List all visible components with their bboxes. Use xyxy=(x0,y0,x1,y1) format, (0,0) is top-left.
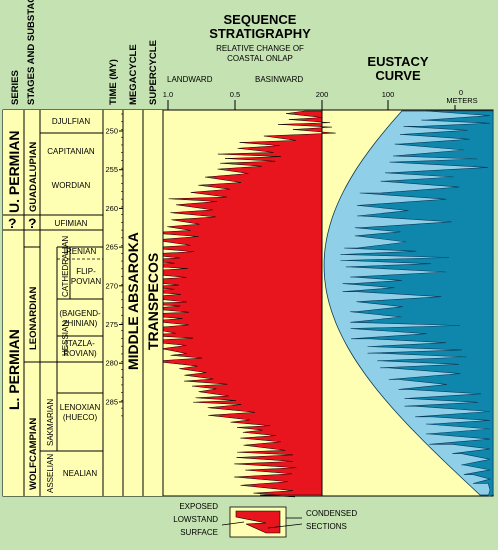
baigendzhinian-label-2: ZHINIAN) xyxy=(63,319,98,328)
left-columns-background xyxy=(3,110,163,496)
baigendzhinian-label-1: (BAIGEND- xyxy=(59,309,101,318)
series-header: SERIES xyxy=(10,70,21,105)
coastal-onlap-curve xyxy=(125,110,336,498)
irenian-label: IRENIAN xyxy=(64,247,97,256)
flippovian-label-2: POVIAN xyxy=(71,277,101,286)
time-tick-label: 255 xyxy=(105,165,118,174)
eustacy-title-2: CURVE xyxy=(375,68,421,83)
legend-exposed-2: LOWSTAND xyxy=(173,515,218,524)
nealian-label: NEALIAN xyxy=(63,469,97,478)
asselian-label: ASSELIAN xyxy=(46,454,55,493)
stages-header: STAGES AND SUBSTAGE xyxy=(26,0,37,105)
eustacy-unit: METERS xyxy=(446,96,477,105)
megacycle-header: MEGACYCLE xyxy=(128,44,139,105)
basinward-label: BASINWARD xyxy=(255,75,303,84)
megacycle-label: MIDDLE ABSAROKA xyxy=(125,232,141,370)
onlap-subtitle-2: COASTAL ONLAP xyxy=(227,54,293,63)
series-question-1: ? xyxy=(8,215,17,231)
time-tick-label: 265 xyxy=(105,243,118,252)
sakmarian-label: SAKMARIAN xyxy=(46,399,55,446)
flippovian-label-1: FLIP- xyxy=(76,267,96,276)
cathedralian-label: CATHEDRALIAN xyxy=(61,236,70,297)
lenoxian-label-2: (HUECO) xyxy=(63,413,98,422)
sequence-title-1: SEQUENCE xyxy=(224,12,297,27)
legend: EXPOSED LOWSTAND SURFACE CONDENSED SECTI… xyxy=(173,502,357,538)
ufimian-label: UFIMIAN xyxy=(55,219,88,228)
leonardian-label: LEONARDIAN xyxy=(28,287,39,350)
guadalupian-label: GUADALUPIAN xyxy=(28,142,39,212)
lenoxian-label-1: LENOXIAN xyxy=(60,403,101,412)
landward-label: LANDWARD xyxy=(167,75,213,84)
tazlarovian-label-2: ROVIAN) xyxy=(63,349,97,358)
legend-exposed-1: EXPOSED xyxy=(179,502,218,511)
capitanian-label: CAPITANIAN xyxy=(47,147,95,156)
time-header: TIME (MY) xyxy=(108,59,119,105)
legend-exposed-3: SURFACE xyxy=(180,528,218,537)
eustacy-tick-100: 100 xyxy=(382,90,395,99)
hessian-label: HESSIAN xyxy=(61,321,70,356)
legend-condensed-2: SECTIONS xyxy=(306,522,347,531)
time-tick-label: 260 xyxy=(105,204,118,213)
lower-permian-label: L. PERMIAN xyxy=(6,329,22,410)
wordian-label: WORDIAN xyxy=(52,181,91,190)
supercycle-header: SUPERCYCLE xyxy=(148,40,159,105)
series-question-2: ? xyxy=(28,215,37,231)
onlap-tick-05: 0.5 xyxy=(230,90,240,99)
time-tick-label: 280 xyxy=(105,359,118,368)
legend-condensed-1: CONDENSED xyxy=(306,509,357,518)
onlap-tick-1: 1.0 xyxy=(163,90,173,99)
supercycle-label: TRANSPECOS xyxy=(145,253,161,350)
wolfcampian-label: WOLFCAMPIAN xyxy=(28,418,39,490)
eustacy-dark-fill xyxy=(340,110,495,497)
time-tick-label: 270 xyxy=(105,281,118,290)
upper-permian-label: U. PERMIAN xyxy=(6,131,22,213)
eustacy-tick-200: 200 xyxy=(316,90,329,99)
eustacy-curve xyxy=(323,110,495,497)
eustacy-tick-0: 0 xyxy=(459,88,463,97)
eustacy-title-1: EUSTACY xyxy=(367,54,428,69)
tazlarovian-label-1: (TAZLA- xyxy=(65,339,95,348)
sequence-title-2: STRATIGRAPHY xyxy=(209,26,311,41)
time-axis: 250 255 260 265 270 275 280 285 xyxy=(105,113,123,417)
onlap-subtitle-1: RELATIVE CHANGE OF xyxy=(216,44,304,53)
time-tick-label: 285 xyxy=(105,397,118,406)
djulfian-label: DJULFIAN xyxy=(52,117,90,126)
time-tick-label: 275 xyxy=(105,320,118,329)
time-tick-label: 250 xyxy=(105,127,118,136)
